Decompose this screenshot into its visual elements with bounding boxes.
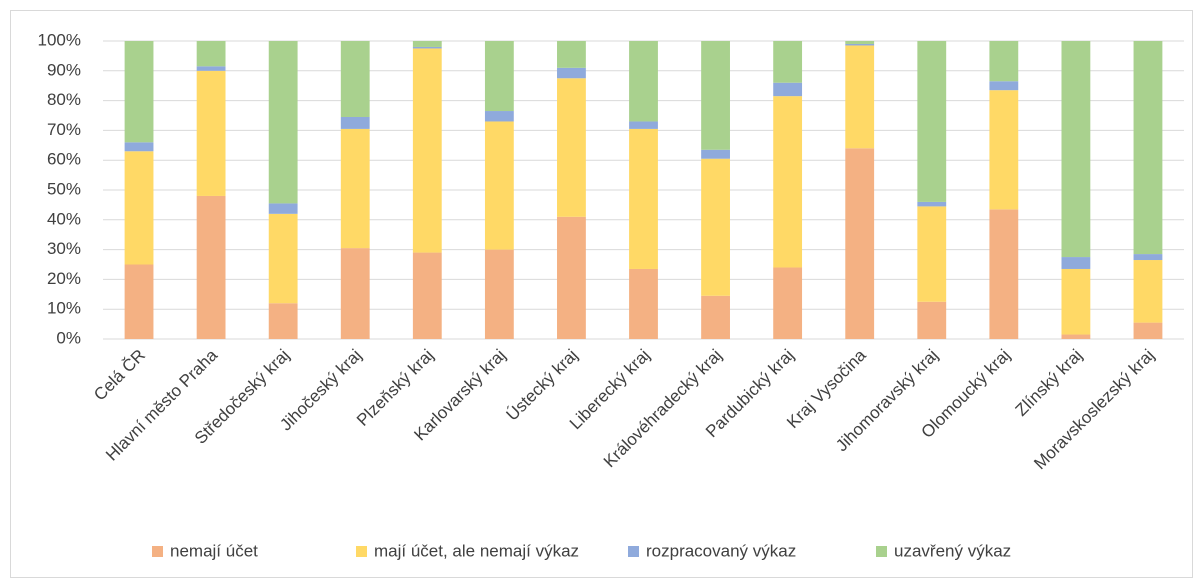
bar-segment [989, 90, 1019, 210]
bar-segment [629, 268, 658, 339]
bar-segment [557, 41, 586, 68]
bar-segment [629, 128, 658, 269]
y-tick-label: 60% [47, 150, 81, 169]
y-tick-label: 40% [47, 209, 81, 228]
bar-segment [412, 48, 442, 253]
y-tick-label: 10% [47, 299, 81, 318]
bar-segment [917, 201, 947, 207]
bar-segment [629, 121, 658, 129]
bar-segment [268, 203, 298, 214]
bar-segment [989, 41, 1019, 82]
bar-segment [196, 66, 226, 71]
bar-segment [917, 206, 947, 302]
bar-segment [1133, 260, 1163, 323]
legend-label: nemají účet [170, 541, 258, 560]
bar-segment [845, 41, 875, 44]
bar-segment [340, 128, 370, 249]
y-tick-label: 70% [47, 120, 81, 139]
bar-segment [484, 249, 514, 339]
bar-segment [773, 41, 803, 83]
legend-swatch [152, 546, 163, 557]
bar-segment [124, 264, 154, 339]
bar-segment [412, 252, 442, 339]
bar-segment [412, 46, 442, 49]
bar-segment [557, 67, 586, 79]
y-tick-label: 80% [47, 90, 81, 109]
bar-segment [773, 96, 803, 268]
bar-segment [1061, 334, 1091, 339]
bar-segment [340, 116, 370, 129]
bar-segment [701, 149, 730, 159]
bar-segment [1061, 257, 1091, 269]
bar-segment [845, 43, 875, 46]
bar-segment [557, 78, 586, 217]
bar-segment [484, 111, 514, 122]
legend-swatch [876, 546, 887, 557]
legend-label: mají účet, ale nemají výkaz [374, 541, 579, 560]
bar-segment [340, 248, 370, 339]
legend-swatch [356, 546, 367, 557]
bar-segment [268, 213, 298, 304]
bar-segment [917, 41, 947, 202]
bar-segment [340, 41, 370, 117]
bar-segment [845, 45, 875, 149]
bar-segment [484, 41, 514, 112]
bar-segment [1133, 41, 1163, 255]
bar-segment [629, 41, 658, 122]
bar-segment [773, 82, 803, 97]
y-tick-label: 30% [47, 239, 81, 258]
bar-segment [1061, 41, 1091, 258]
bar-segment [196, 195, 226, 339]
y-tick-label: 50% [47, 179, 81, 198]
bar-segment [701, 295, 730, 339]
bar-segment [1061, 268, 1091, 335]
bar-segment [412, 41, 442, 47]
legend-swatch [628, 546, 639, 557]
bar-segment [268, 303, 298, 339]
bar-segment [1133, 322, 1163, 339]
bar-segment [701, 41, 730, 150]
bar-segment [124, 142, 154, 152]
bar-segment [484, 121, 514, 250]
bar-segment [196, 41, 226, 67]
bar-segment [268, 41, 298, 204]
bar-segment [124, 151, 154, 265]
y-tick-label: 0% [56, 328, 81, 347]
bar-segment [989, 81, 1019, 91]
bar-segment [1133, 254, 1163, 261]
y-tick-label: 100% [38, 30, 81, 49]
bar-segment [124, 41, 154, 143]
y-tick-label: 20% [47, 269, 81, 288]
bar-segment [845, 148, 875, 339]
bar-segment [196, 70, 226, 196]
bar-segment [989, 209, 1019, 339]
legend-label: rozpracovaný výkaz [646, 541, 796, 560]
bar-segment [773, 267, 803, 339]
y-tick-label: 90% [47, 60, 81, 79]
legend-label: uzavřený výkaz [894, 541, 1011, 560]
bar-segment [701, 158, 730, 296]
bar-segment [917, 301, 947, 339]
bar-segment [557, 216, 586, 339]
